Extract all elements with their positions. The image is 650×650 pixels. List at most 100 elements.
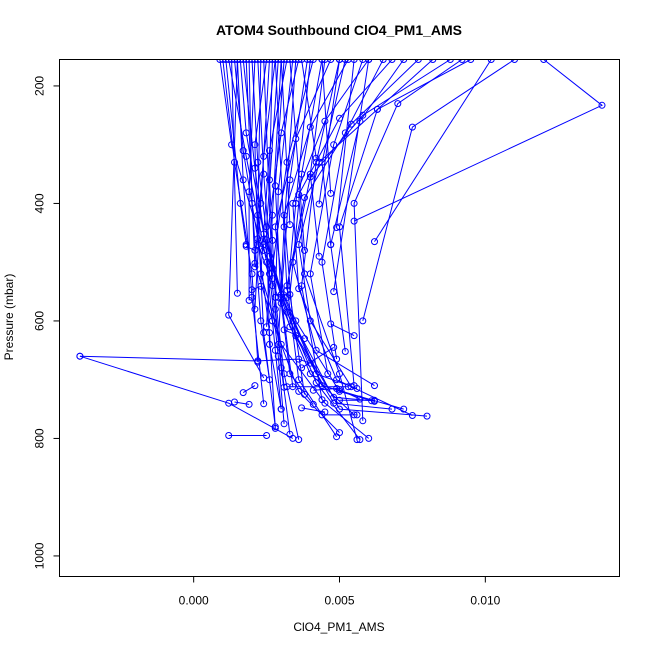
data-point bbox=[327, 241, 335, 249]
series-line bbox=[274, 59, 314, 405]
series-line bbox=[301, 59, 317, 159]
profile-series bbox=[315, 59, 343, 208]
data-point bbox=[298, 59, 306, 63]
series-line bbox=[292, 59, 451, 387]
plot-frame bbox=[59, 59, 620, 577]
series-line bbox=[301, 346, 334, 369]
series-line bbox=[289, 59, 323, 395]
profile-series bbox=[271, 59, 291, 294]
data-point bbox=[321, 408, 329, 416]
data-point bbox=[365, 59, 373, 63]
data-point bbox=[245, 296, 253, 304]
series-line bbox=[301, 59, 340, 400]
data-point bbox=[301, 390, 308, 398]
series-line bbox=[245, 59, 256, 267]
data-point bbox=[280, 59, 288, 63]
data-point bbox=[271, 346, 279, 354]
data-point bbox=[341, 59, 349, 63]
data-point bbox=[295, 59, 303, 63]
series-line bbox=[257, 59, 276, 427]
data-point bbox=[239, 59, 247, 63]
data-point bbox=[76, 352, 84, 360]
data-point bbox=[365, 434, 373, 442]
data-point bbox=[511, 59, 518, 63]
data-point bbox=[298, 282, 306, 290]
profile-series bbox=[242, 242, 259, 254]
profile-series bbox=[330, 59, 373, 296]
data-point bbox=[388, 59, 396, 63]
data-point bbox=[306, 170, 314, 178]
data-point bbox=[306, 59, 314, 63]
profile-series bbox=[298, 59, 343, 404]
series-line bbox=[301, 407, 325, 413]
data-point bbox=[408, 412, 416, 419]
data-point bbox=[222, 59, 230, 63]
data-point bbox=[233, 289, 241, 297]
data-point bbox=[408, 123, 416, 131]
profile-series bbox=[231, 398, 253, 408]
data-point bbox=[301, 194, 308, 202]
series-line bbox=[339, 389, 361, 400]
data-point bbox=[283, 59, 291, 63]
data-point bbox=[271, 305, 279, 313]
data-point bbox=[336, 59, 343, 63]
profile-series bbox=[350, 59, 606, 225]
series-line bbox=[245, 245, 256, 251]
data-point bbox=[260, 374, 268, 382]
profile-series bbox=[263, 59, 285, 413]
data-point bbox=[236, 199, 244, 207]
data-point bbox=[306, 270, 314, 278]
series-line bbox=[228, 59, 265, 379]
data-point bbox=[274, 188, 282, 196]
series-line bbox=[353, 59, 603, 222]
series-line bbox=[274, 59, 294, 388]
data-point bbox=[344, 383, 352, 391]
data-point bbox=[242, 242, 250, 250]
data-point bbox=[312, 154, 320, 162]
data-point bbox=[333, 224, 341, 231]
profile-series bbox=[251, 59, 273, 313]
y-tick-label: 1000 bbox=[33, 542, 47, 569]
data-point bbox=[242, 152, 250, 160]
data-point bbox=[414, 59, 422, 63]
profile-series bbox=[318, 59, 349, 249]
data-point bbox=[333, 355, 341, 363]
profile-series bbox=[327, 320, 358, 340]
profile-series bbox=[336, 386, 364, 403]
y-tick-label: 400 bbox=[33, 193, 47, 213]
data-point bbox=[379, 59, 387, 63]
data-point bbox=[350, 59, 358, 63]
data-point bbox=[280, 383, 288, 391]
series-line bbox=[330, 59, 405, 352]
series-line bbox=[222, 59, 259, 363]
data-point bbox=[359, 417, 367, 425]
data-point bbox=[353, 411, 361, 419]
series-line bbox=[338, 59, 434, 386]
series-line bbox=[286, 59, 311, 298]
data-point bbox=[271, 59, 279, 63]
data-point bbox=[280, 420, 288, 428]
series-line bbox=[309, 59, 364, 374]
data-point bbox=[309, 400, 317, 408]
data-point bbox=[309, 59, 317, 63]
series-line bbox=[231, 59, 238, 294]
profile-series bbox=[289, 59, 454, 390]
profile-series bbox=[359, 59, 518, 325]
profile-series bbox=[306, 59, 367, 378]
data-point bbox=[318, 59, 326, 63]
chart-title: ATOM4 Southbound ClO4_PM1_AMS bbox=[216, 22, 462, 38]
data-point bbox=[350, 217, 358, 225]
series-line bbox=[289, 59, 305, 251]
profile-series bbox=[254, 59, 279, 431]
series-line bbox=[333, 59, 370, 292]
data-point bbox=[373, 105, 381, 113]
data-point bbox=[251, 59, 259, 63]
series-line bbox=[330, 323, 355, 337]
data-point bbox=[277, 129, 285, 137]
data-point bbox=[330, 141, 338, 149]
data-point bbox=[274, 352, 282, 360]
profile-series bbox=[271, 59, 317, 408]
series-line bbox=[321, 59, 332, 194]
data-point bbox=[266, 147, 273, 155]
data-point bbox=[257, 59, 265, 63]
